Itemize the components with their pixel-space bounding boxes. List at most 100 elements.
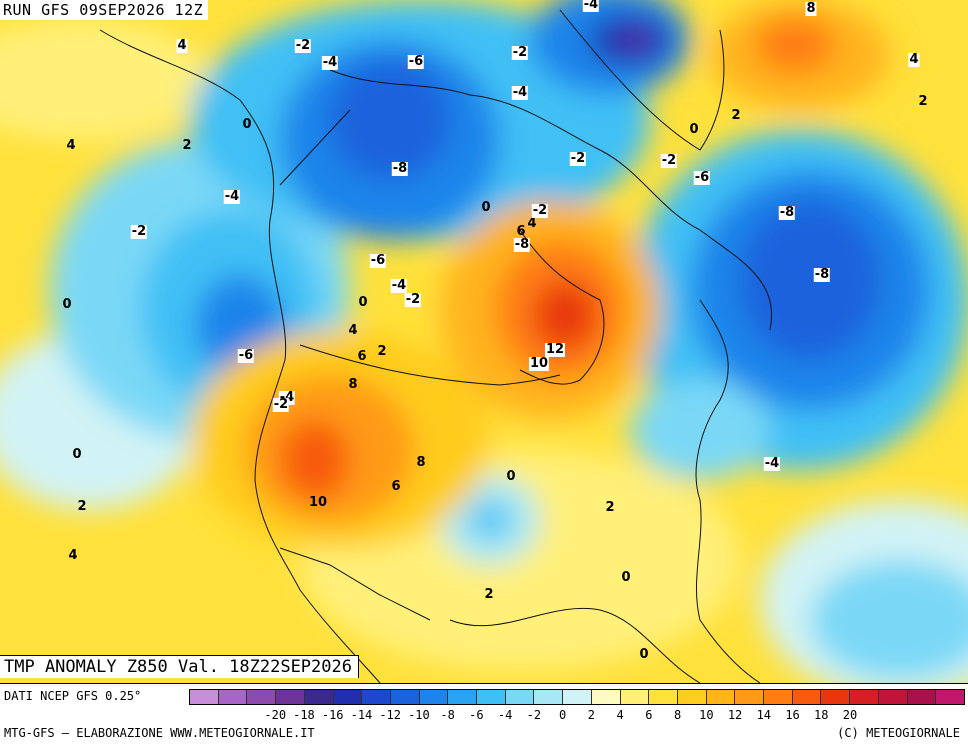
contour-label: 2 (605, 500, 615, 515)
contour-label: -8 (513, 237, 531, 252)
contour-label: 0 (358, 295, 368, 310)
contour-label: -2 (404, 292, 422, 307)
color-scale-swatch (362, 690, 391, 704)
contour-label: 0 (506, 469, 516, 484)
contour-label: -6 (693, 170, 711, 185)
color-scale-tick-label: 4 (616, 708, 624, 722)
contour-label: -8 (391, 161, 409, 176)
color-scale-swatch (649, 690, 678, 704)
color-scale-tick-label: 14 (756, 708, 772, 722)
color-scale-ticks: -20 -18 -16 -14 -12 -10 -8 -6 -4 -2 0 2 4 6 8 10 12 14 16 1… (189, 708, 965, 724)
color-scale-tick-label: 6 (645, 708, 653, 722)
contour-label: 4 (66, 138, 76, 153)
contour-label: 4 (176, 38, 188, 53)
contour-label: 2 (731, 108, 741, 123)
contour-label: -4 (511, 85, 529, 100)
color-scale-tick-label: 16 (785, 708, 800, 722)
color-scale-tick-label: -16 (321, 708, 344, 722)
anomaly-area-west-us-core (280, 420, 350, 500)
color-scale-swatch (304, 690, 334, 704)
contour-label: -4 (321, 55, 339, 70)
contour-label: 12 (544, 342, 566, 357)
color-scale-swatch (792, 690, 822, 704)
contour-label: -2 (130, 224, 148, 239)
contour-label: 0 (62, 297, 72, 312)
run-title: RUN GFS 09SEP2026 12Z (0, 0, 209, 20)
temperature-anomaly-map: 4 -2 -4 -6 -2 -4 8 4 0 2 4 2 -8 -2 -6 -8… (0, 0, 968, 683)
map-canvas (0, 0, 968, 683)
borders (279, 109, 561, 621)
color-scale-tick-label: -10 (408, 708, 430, 722)
contour-label: -4 (763, 456, 781, 471)
credit-right: (C) METEOGIORNALE (837, 726, 960, 740)
data-source-label: DATI NCEP GFS 0.25° (4, 689, 142, 703)
contour-label: 0 (242, 117, 252, 132)
color-scale-tick-label: -6 (469, 708, 484, 722)
color-scale-swatch (276, 690, 305, 704)
color-scale-tick-label: 12 (727, 708, 743, 722)
color-scale-swatch (878, 690, 908, 704)
color-scale-tick-label: -18 (293, 708, 315, 722)
contour-label: 0 (689, 122, 699, 137)
contour-label: 2 (77, 499, 87, 514)
contour-label: 2 (377, 344, 387, 359)
color-scale-swatch (936, 690, 964, 704)
contour-label: -2 (272, 397, 290, 412)
footer: DATI NCEP GFS 0.25° -20 -18 -16 -14 -12 -10 -8… (0, 683, 968, 746)
color-scale-swatch (850, 690, 879, 704)
color-scale-swatch (534, 690, 564, 704)
contour-label: -2 (660, 153, 678, 168)
contour-label: -8 (778, 205, 796, 220)
contour-label: 6 (516, 224, 526, 239)
anomaly-area-arctic-core (330, 60, 450, 180)
anomaly-area-atlantic-core (740, 200, 880, 360)
contour-label: -2 (294, 38, 312, 53)
anomaly-area-hudson-core (533, 280, 597, 350)
anomaly-area-atlantic-south-core (810, 560, 968, 680)
color-scale-tick-label: 20 (842, 708, 858, 722)
color-scale-swatch (190, 690, 219, 704)
color-scale-tick-label: 2 (587, 708, 595, 722)
contour-label: 0 (72, 447, 82, 462)
contour-label: 6 (391, 479, 401, 494)
color-scale-swatch (764, 690, 793, 704)
contour-label: 4 (908, 52, 920, 67)
contour-label: -2 (569, 151, 587, 166)
credit-left: MTG-GFS – ELABORAZIONE WWW.METEOGIORNALE… (4, 726, 315, 740)
color-scale-swatch (477, 690, 506, 704)
contour-label: 2 (182, 138, 192, 153)
contour-label: 10 (308, 495, 328, 510)
color-scale-swatch (706, 690, 736, 704)
color-scale-tick-label: -14 (350, 708, 373, 722)
color-scale-swatch (591, 690, 621, 704)
anomaly-area-greenland-peak (622, 32, 650, 48)
color-scale-swatch (448, 690, 478, 704)
color-scale-bar (189, 689, 965, 705)
color-scale-swatch (821, 690, 851, 704)
contour-label: 0 (639, 647, 649, 662)
color-scale-tick-label: -8 (440, 708, 455, 722)
contour-label: -4 (390, 278, 408, 293)
contour-label: 4 (348, 323, 358, 338)
contour-label: -6 (237, 348, 255, 363)
contour-label: -2 (531, 203, 549, 218)
anomaly-area-gulf-cool-core (470, 502, 510, 538)
contour-label: 8 (805, 1, 817, 16)
contour-label: 2 (918, 94, 928, 109)
map-title: TMP ANOMALY Z850 Val. 18Z22SEP2026 (0, 655, 359, 678)
contour-label: 2 (484, 587, 494, 602)
contour-label: -4 (223, 189, 241, 204)
color-scale-tick-label: -12 (379, 708, 402, 722)
color-scale-swatch (563, 690, 592, 704)
contour-label: -8 (813, 267, 831, 282)
contour-label: 0 (481, 200, 491, 215)
color-scale-tick-label: 0 (559, 708, 567, 722)
anomaly-area-atlantic-edge (630, 380, 770, 480)
anomaly-area-alaska (0, 20, 210, 140)
color-scale-swatch (419, 690, 449, 704)
contour-label: 0 (621, 570, 631, 585)
color-scale-tick-label: 8 (673, 708, 682, 722)
contour-label: 6 (357, 349, 367, 364)
color-scale-swatch (505, 690, 535, 704)
color-scale-swatch (907, 690, 937, 704)
